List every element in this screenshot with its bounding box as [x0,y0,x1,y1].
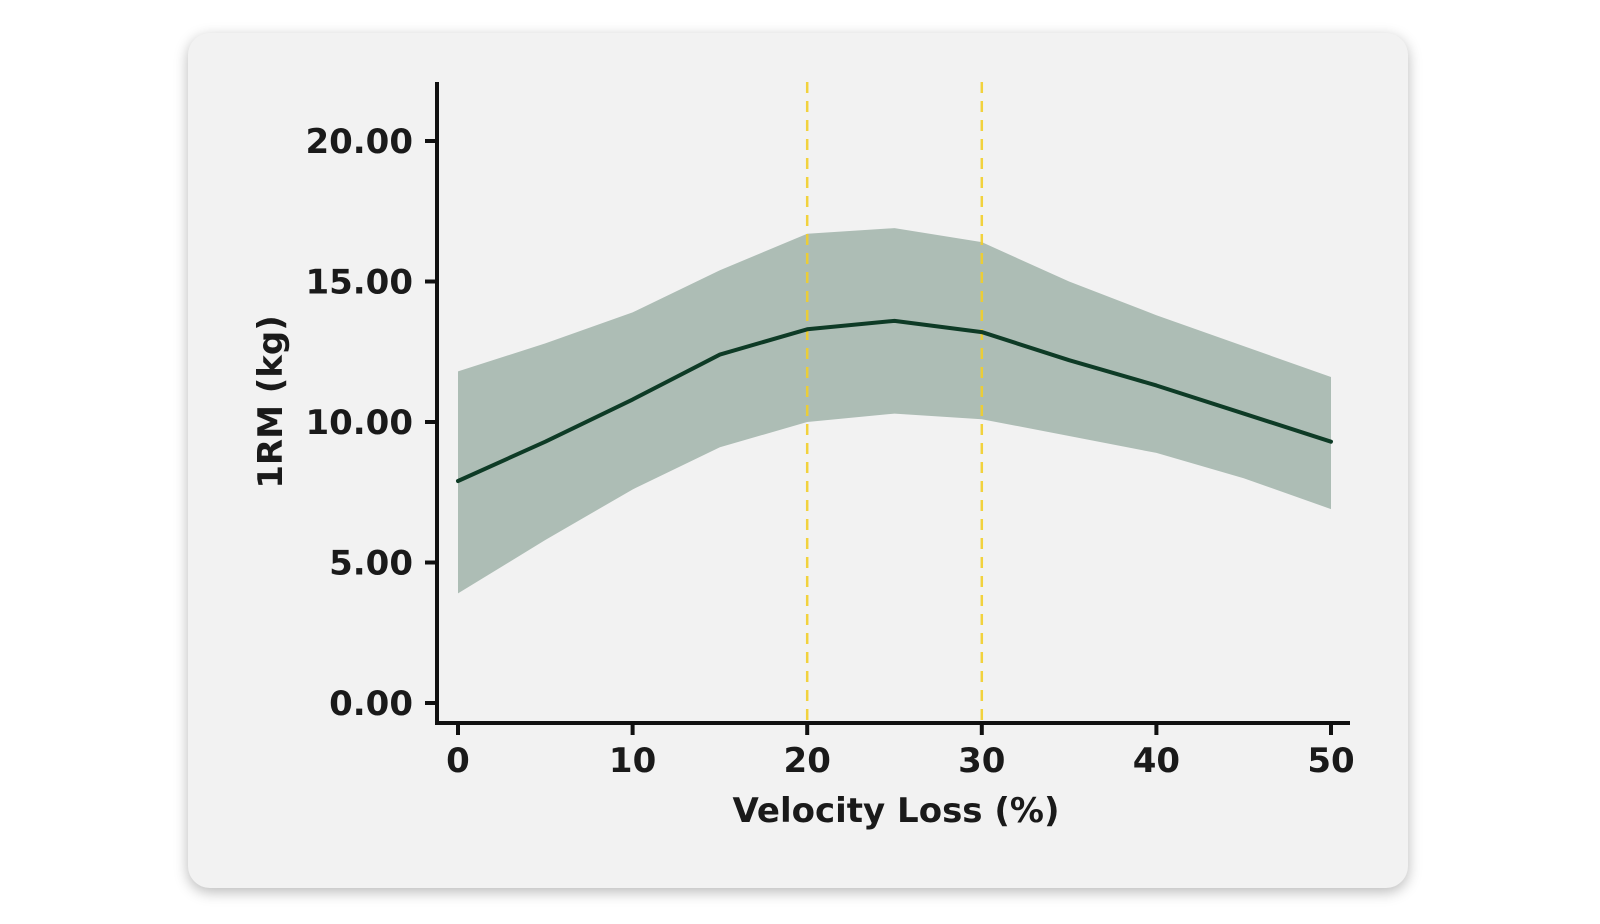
x-tick-label: 50 [1307,741,1354,781]
x-tick-label: 20 [784,741,831,781]
y-tick-label: 0.00 [329,684,413,724]
x-tick-label: 30 [958,741,1005,781]
x-tick-label: 10 [609,741,656,781]
x-tick-label: 0 [446,741,470,781]
y-tick-label: 5.00 [329,544,413,584]
y-tick-label: 20.00 [305,122,413,162]
y-tick-label: 10.00 [305,403,413,443]
x-tick-label: 40 [1133,741,1180,781]
x-axis-title: Velocity Loss (%) [732,791,1059,831]
y-axis-title: 1RM (kg) [251,315,291,489]
series-line-0 [456,318,1333,484]
confidence-band-0 [458,228,1331,594]
y-tick-label: 15.00 [305,263,413,303]
